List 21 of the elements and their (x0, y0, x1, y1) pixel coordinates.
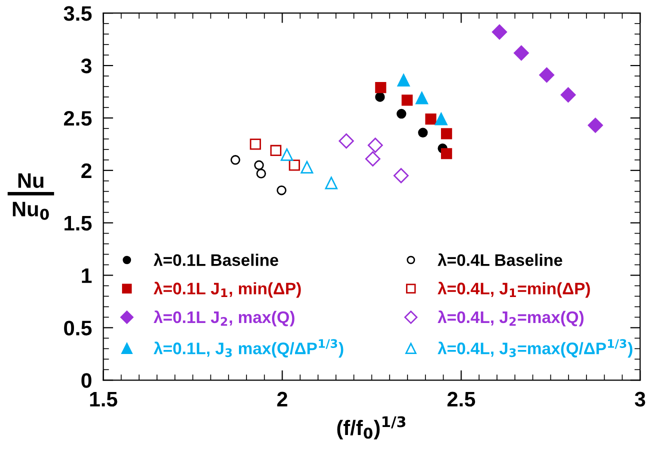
x-axis-title: (f/f$_{0}$)$^{1/3}$ (337, 416, 406, 440)
legend-label: λ=0.1L J$_{1}$, min(ΔP) (154, 282, 301, 298)
y-tick-label: 0.5 (64, 320, 92, 336)
legend-label: λ=0.1L J$_{2}$, max(Q) (154, 310, 294, 326)
x-tick-label: 3 (634, 392, 646, 407)
legend-label: λ=0.1L, J$_{3}$ max(Q/ΔP$^{1/3}$) (154, 339, 344, 358)
legend-label: λ=0.4L Baseline (438, 253, 562, 266)
y-tick-label: 1 (82, 268, 92, 283)
legend-label: λ=0.4L, J$_{2}$=max(Q) (438, 310, 584, 326)
y-axis-title: Nu Nu$_{0}$ (12, 173, 49, 220)
legend-label: λ=0.1L Baseline (154, 253, 278, 266)
y-tick-label: 3 (81, 58, 92, 74)
legend-label: λ=0.4L, J$_{1}$=min(ΔP) (438, 282, 590, 298)
y-tick-label: 2.5 (64, 110, 92, 126)
y-tick-label: 3.5 (64, 6, 92, 21)
x-tick-label: 2 (277, 392, 288, 406)
legend-label: λ=0.4L, J$_{3}$=max(Q/ΔP$^{1/3}$) (438, 339, 632, 358)
y-tick-label: 1.5 (64, 216, 92, 231)
y-tick-label: 2 (81, 163, 92, 178)
x-tick-label: 2.5 (447, 392, 476, 407)
y-tick-label: 0 (81, 373, 92, 388)
